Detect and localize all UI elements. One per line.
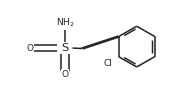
Text: S: S [62, 43, 69, 53]
Text: O: O [62, 70, 68, 79]
Text: Cl: Cl [104, 59, 112, 68]
Text: O: O [27, 44, 33, 53]
Text: NH$_2$: NH$_2$ [56, 16, 74, 28]
